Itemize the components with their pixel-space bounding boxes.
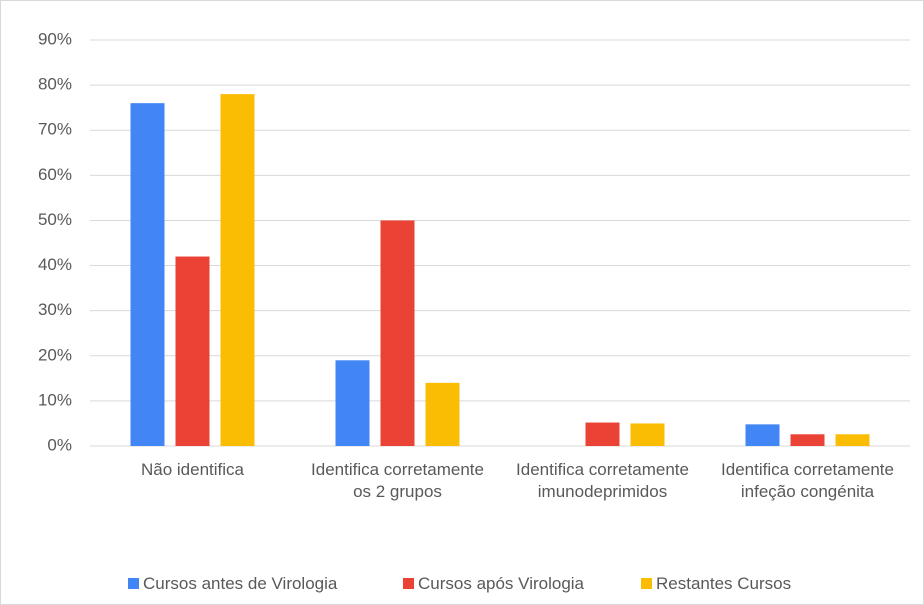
bar: [745, 424, 780, 446]
legend-swatch: [641, 578, 652, 589]
y-tick-label: 0%: [47, 435, 72, 454]
bar: [585, 422, 620, 446]
bar: [790, 434, 825, 446]
bar: [130, 103, 165, 447]
x-tick-label: Identifica corretamente os 2 grupos: [311, 460, 484, 501]
y-tick-label: 80%: [38, 75, 72, 94]
legend-label: Cursos após Virologia: [418, 574, 584, 593]
bar: [425, 382, 460, 446]
y-tick-label: 30%: [38, 300, 72, 319]
bar: [835, 434, 870, 446]
bar: [630, 423, 665, 446]
y-tick-label: 60%: [38, 165, 72, 184]
legend-swatch: [128, 578, 139, 589]
bar: [380, 220, 415, 446]
legend-swatch: [403, 578, 414, 589]
y-tick-label: 10%: [38, 390, 72, 409]
x-tick-label: Identifica corretamente imunodeprimidos: [516, 460, 689, 501]
x-tick-label: Não identifica: [140, 460, 244, 479]
y-tick-label: 40%: [38, 255, 72, 274]
legend-item: Cursos após Virologia: [403, 574, 584, 594]
legend-label: Restantes Cursos: [656, 574, 792, 593]
legend-label: Cursos antes de Virologia: [143, 574, 338, 593]
legend-item: Cursos antes de Virologia: [128, 574, 337, 594]
x-tick-label: Identifica corretamente infeção congénit…: [721, 460, 894, 501]
bar: [220, 94, 255, 446]
bar: [335, 360, 370, 446]
y-tick-label: 20%: [38, 345, 72, 364]
bar: [175, 256, 210, 446]
y-tick-label: 70%: [38, 120, 72, 139]
legend-item: Restantes Cursos: [641, 574, 791, 594]
y-tick-label: 90%: [38, 29, 72, 48]
y-tick-label: 50%: [38, 210, 72, 229]
